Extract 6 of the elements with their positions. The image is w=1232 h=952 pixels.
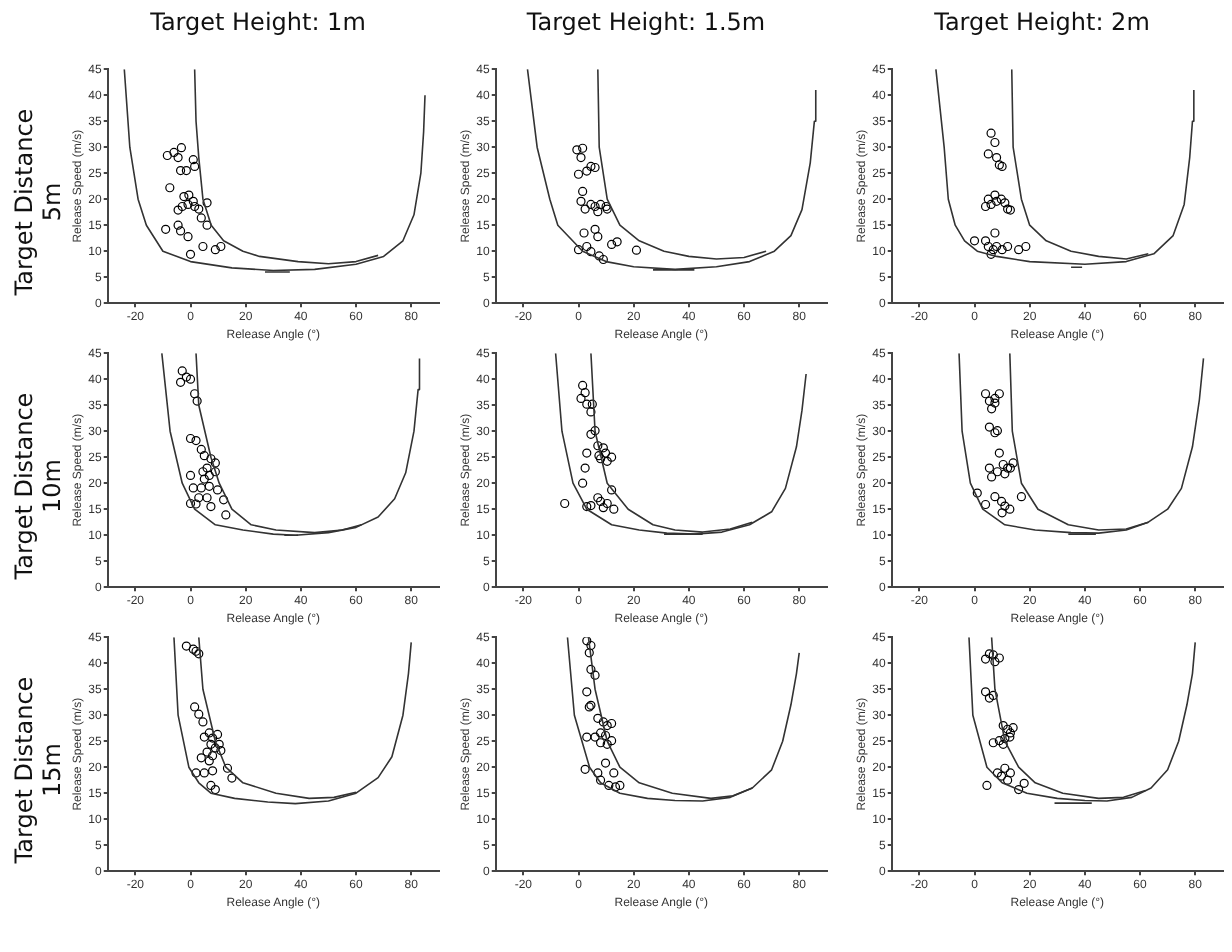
text: Target Distance 15m [10,674,66,868]
text: Target Distance 5m [10,106,66,300]
chart-title: Target Height: 2m [932,8,1152,36]
text: Target Distance 10m [10,390,66,584]
chart-title: Target Height: 1m [148,8,368,36]
chart-title: Target Height: 1.5m [524,8,768,36]
